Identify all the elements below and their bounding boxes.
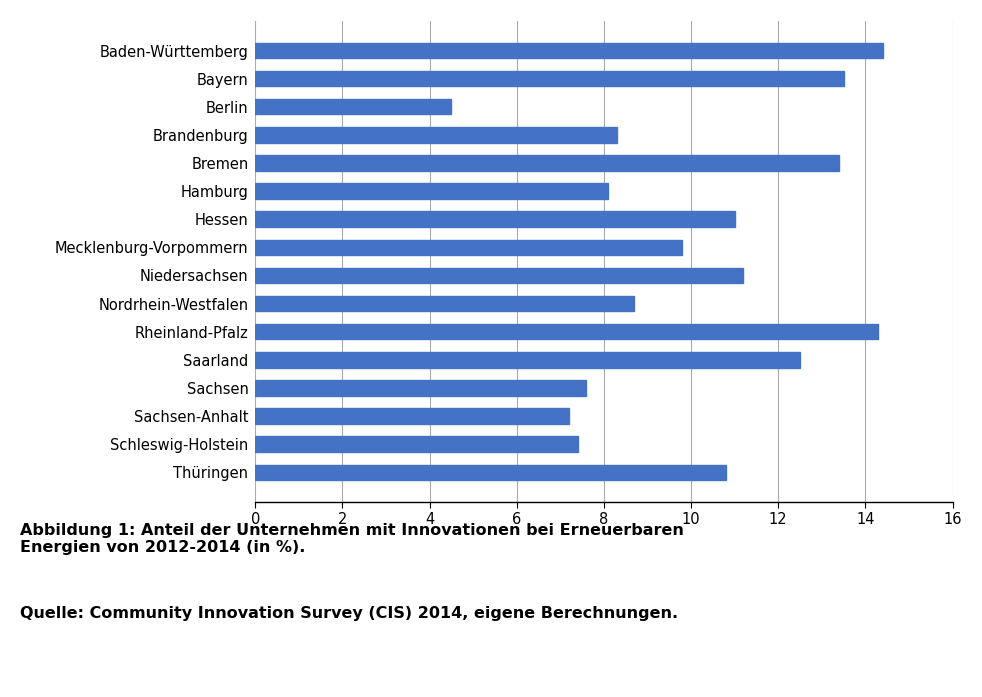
Bar: [255, 43, 883, 59]
Bar: [255, 99, 452, 114]
Bar: [255, 436, 577, 452]
Text: Abbildung 1: Anteil der Unternehmen mit Innovationen bei Erneuerbaren
Energien v: Abbildung 1: Anteil der Unternehmen mit …: [20, 523, 683, 555]
Bar: [255, 240, 682, 255]
Bar: [255, 211, 735, 227]
Bar: [255, 324, 879, 339]
Bar: [255, 183, 608, 199]
Bar: [255, 408, 569, 424]
Bar: [255, 268, 743, 283]
Bar: [255, 380, 586, 396]
Bar: [255, 71, 844, 86]
Bar: [255, 464, 726, 480]
Bar: [255, 296, 634, 312]
Bar: [255, 352, 800, 367]
Text: Quelle: Community Innovation Survey (CIS) 2014, eigene Berechnungen.: Quelle: Community Innovation Survey (CIS…: [20, 606, 678, 622]
Bar: [255, 127, 617, 143]
Bar: [255, 155, 840, 171]
